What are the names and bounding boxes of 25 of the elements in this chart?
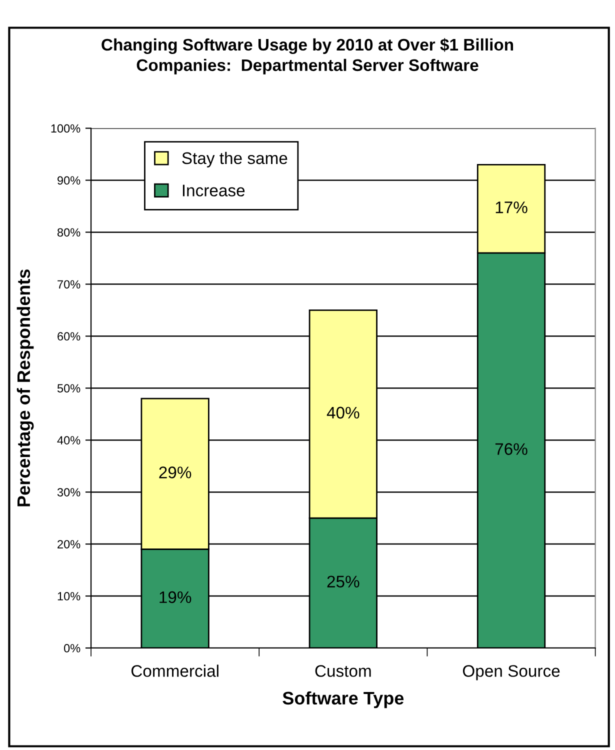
y-tick-label: 20%	[58, 540, 80, 548]
y-tick-label: 0%	[64, 644, 80, 652]
y-tick-label: 40%	[57, 436, 80, 444]
legend-label: Increase	[182, 184, 245, 196]
y-tick-label: 10%	[58, 592, 80, 600]
y-axis-title: Percentage of Respondents	[16, 269, 34, 506]
legend-label: Stay the same	[182, 152, 288, 168]
y-tick-label: 80%	[57, 228, 80, 237]
data-label: 19%	[160, 591, 192, 604]
data-label: 40%	[326, 406, 360, 419]
chart-title: Changing Software Usage by 2010 at Over $1 Billion Companies: Departmental Server Software	[102, 38, 514, 74]
y-tick-label: 60%	[58, 332, 80, 341]
x-axis-title: Software Type	[282, 691, 404, 708]
y-tick-label: 100%	[51, 124, 80, 133]
y-tick-label: 90%	[58, 176, 80, 185]
y-tick-label: 50%	[57, 384, 80, 393]
y-tick-label: 70%	[58, 280, 80, 289]
x-tick-label: Open Source	[462, 665, 560, 680]
data-label: 17%	[496, 202, 528, 214]
data-label: 29%	[159, 466, 192, 478]
data-label: 25%	[327, 576, 360, 588]
data-label: 76%	[495, 443, 528, 455]
x-tick-label: Custom	[315, 665, 371, 677]
x-tick-label: Commercial	[131, 664, 218, 677]
y-tick-label: 30%	[57, 488, 80, 496]
